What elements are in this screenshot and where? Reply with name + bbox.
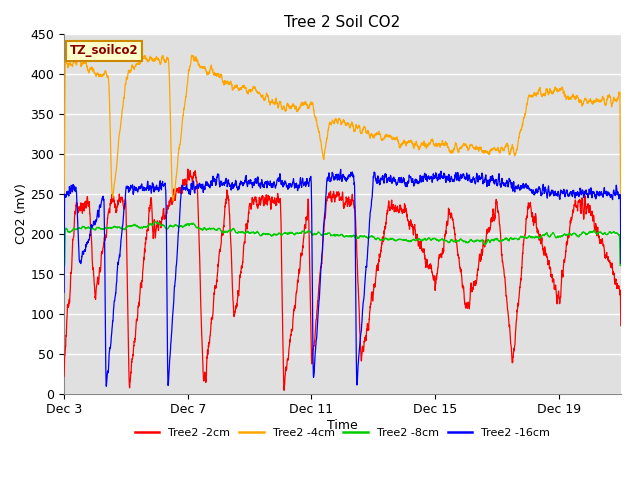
X-axis label: Time: Time — [327, 419, 358, 432]
Y-axis label: CO2 (mV): CO2 (mV) — [15, 183, 28, 244]
Title: Tree 2 Soil CO2: Tree 2 Soil CO2 — [284, 15, 401, 30]
Legend: Tree2 -2cm, Tree2 -4cm, Tree2 -8cm, Tree2 -16cm: Tree2 -2cm, Tree2 -4cm, Tree2 -8cm, Tree… — [131, 423, 554, 442]
Text: TZ_soilco2: TZ_soilco2 — [70, 44, 138, 58]
